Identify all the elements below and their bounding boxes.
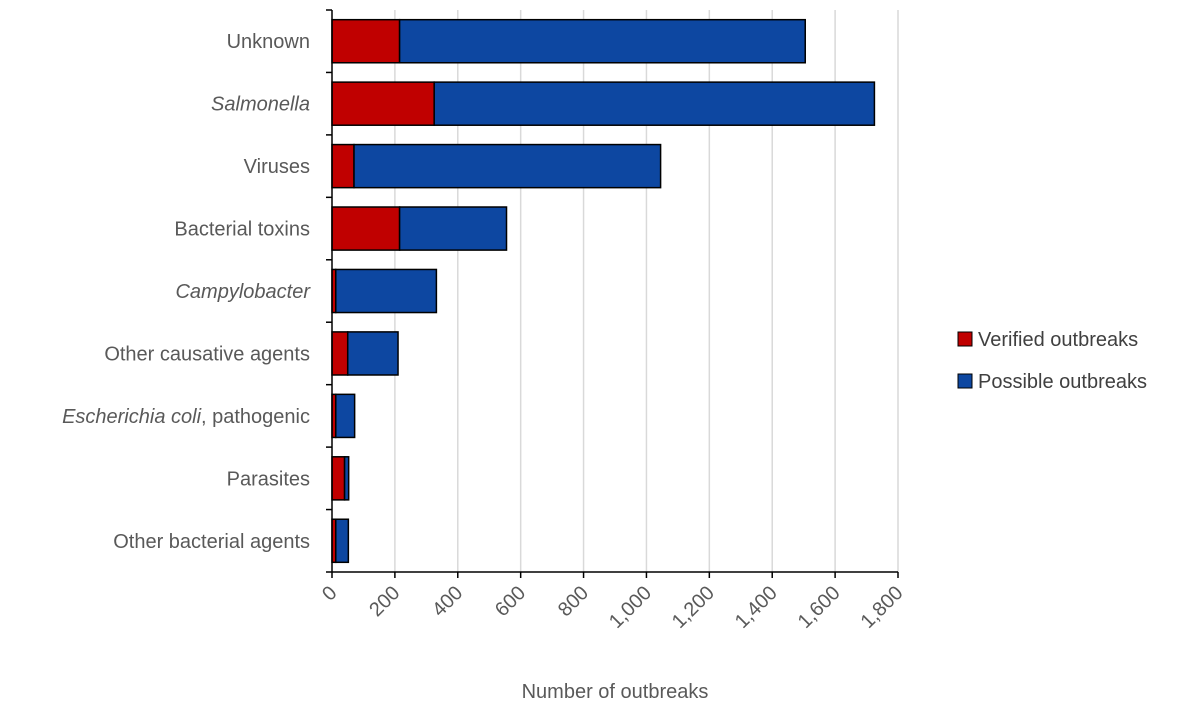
category-label: Salmonella [211, 94, 310, 116]
x-tick-label: 1,200 [668, 582, 719, 633]
bar-possible-7 [343, 456, 350, 501]
category-label: Campylobacter [175, 281, 311, 303]
legend-swatch-verified [957, 331, 973, 347]
bar-verified-2 [331, 143, 355, 189]
x-tick-label: 400 [428, 582, 467, 621]
category-label: Parasites [227, 468, 310, 490]
bar-possible-6 [335, 393, 356, 439]
bar-possible-5 [346, 331, 399, 376]
x-tick-label: 600 [491, 582, 530, 621]
category-label: Unknown [227, 31, 310, 53]
category-label: Escherichia coli, pathogenic [62, 406, 310, 428]
bar-verified-7 [331, 456, 346, 501]
legend-label-verified: Verified outbreaks [978, 329, 1138, 351]
x-tick-label: 1,600 [794, 582, 845, 633]
category-labels: Unknown Salmonella Viruses Bacterial toxins… [62, 31, 311, 553]
bar-possible-8 [335, 518, 350, 564]
x-tick-label: 1,800 [857, 582, 908, 633]
axes [326, 9, 899, 578]
category-label: Other bacterial agents [113, 531, 310, 553]
category-label: Other causative agents [104, 343, 310, 365]
bar-verified-1 [331, 81, 435, 126]
x-axis-title: Number of outbreaks [522, 681, 709, 703]
bar-verified-0 [331, 18, 401, 64]
bars [331, 18, 876, 564]
bar-possible-1 [433, 81, 876, 126]
x-tick-label: 1,000 [605, 582, 656, 633]
x-tick-labels: 0 200 400 600 800 1,000 1,200 1,400 1,600 1,800 [318, 582, 907, 633]
bar-possible-2 [353, 143, 662, 189]
category-label: Bacterial toxins [174, 219, 310, 241]
legend-swatch-possible [957, 373, 973, 389]
category-label: Viruses [244, 156, 310, 178]
x-tick-label: 800 [554, 582, 593, 621]
x-tick-label: 1,400 [731, 582, 782, 633]
legend: Verified outbreaks Possible outbreaks [957, 329, 1147, 393]
bar-verified-5 [331, 331, 349, 376]
bar-possible-3 [398, 206, 508, 251]
x-tick-label: 0 [318, 582, 341, 605]
bar-verified-3 [331, 206, 401, 251]
legend-label-possible: Possible outbreaks [978, 371, 1147, 393]
bar-possible-0 [398, 18, 806, 64]
x-tick-label: 200 [365, 582, 404, 621]
bar-possible-4 [335, 268, 438, 314]
